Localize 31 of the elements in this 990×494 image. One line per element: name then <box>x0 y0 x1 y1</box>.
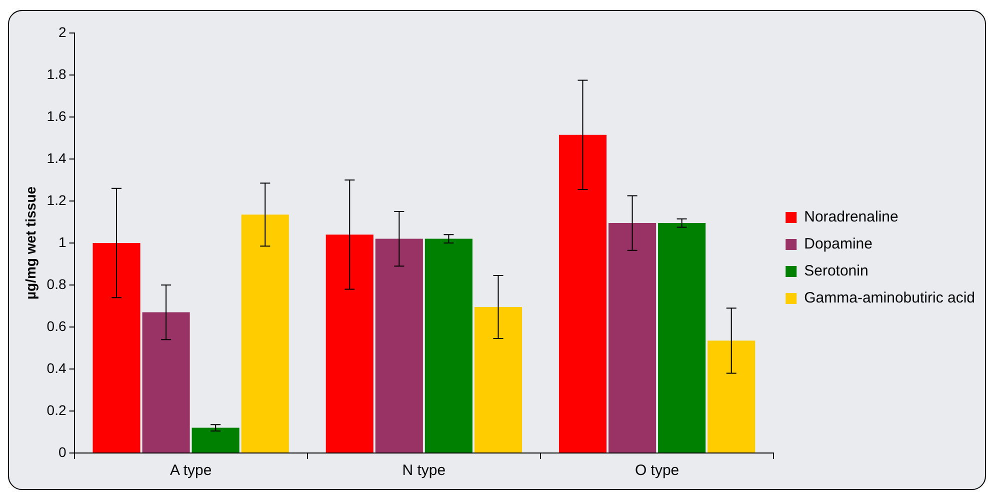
x-tick-label: N type <box>402 462 446 480</box>
y-tick-label: 1 <box>58 234 66 250</box>
bar <box>424 238 472 452</box>
y-tick-label: 0.8 <box>46 276 66 292</box>
legend-label: Serotonin <box>804 262 868 280</box>
legend-label: Gamma-aminobutiric acid <box>804 290 975 307</box>
x-tick-label: A type <box>170 462 212 480</box>
bar <box>326 234 374 452</box>
y-axis-title: µg/mg wet tissue <box>22 186 38 300</box>
y-tick-label: 1.6 <box>46 108 66 124</box>
legend-label: Dopamine <box>804 236 872 253</box>
y-tick-label: 2 <box>58 24 66 40</box>
bar <box>474 307 522 452</box>
y-tick-label: 0.2 <box>46 402 66 418</box>
bar <box>192 428 240 452</box>
legend-label: Noradrenaline <box>804 208 898 226</box>
bar <box>375 238 423 452</box>
bar <box>558 134 607 452</box>
bar <box>708 340 756 452</box>
x-tick-label: O type <box>634 462 680 480</box>
y-tick-label: 0.4 <box>46 360 66 376</box>
y-tick-label: 1.4 <box>46 150 66 166</box>
bar <box>241 214 289 452</box>
bar <box>658 223 706 452</box>
y-tick-label: 0 <box>58 444 66 460</box>
y-tick-label: 1.2 <box>46 192 66 208</box>
y-tick-label: 0.6 <box>46 318 66 334</box>
bar <box>142 312 190 452</box>
y-tick-label: 1.8 <box>46 66 66 82</box>
bar <box>608 223 656 452</box>
bar <box>92 243 140 452</box>
